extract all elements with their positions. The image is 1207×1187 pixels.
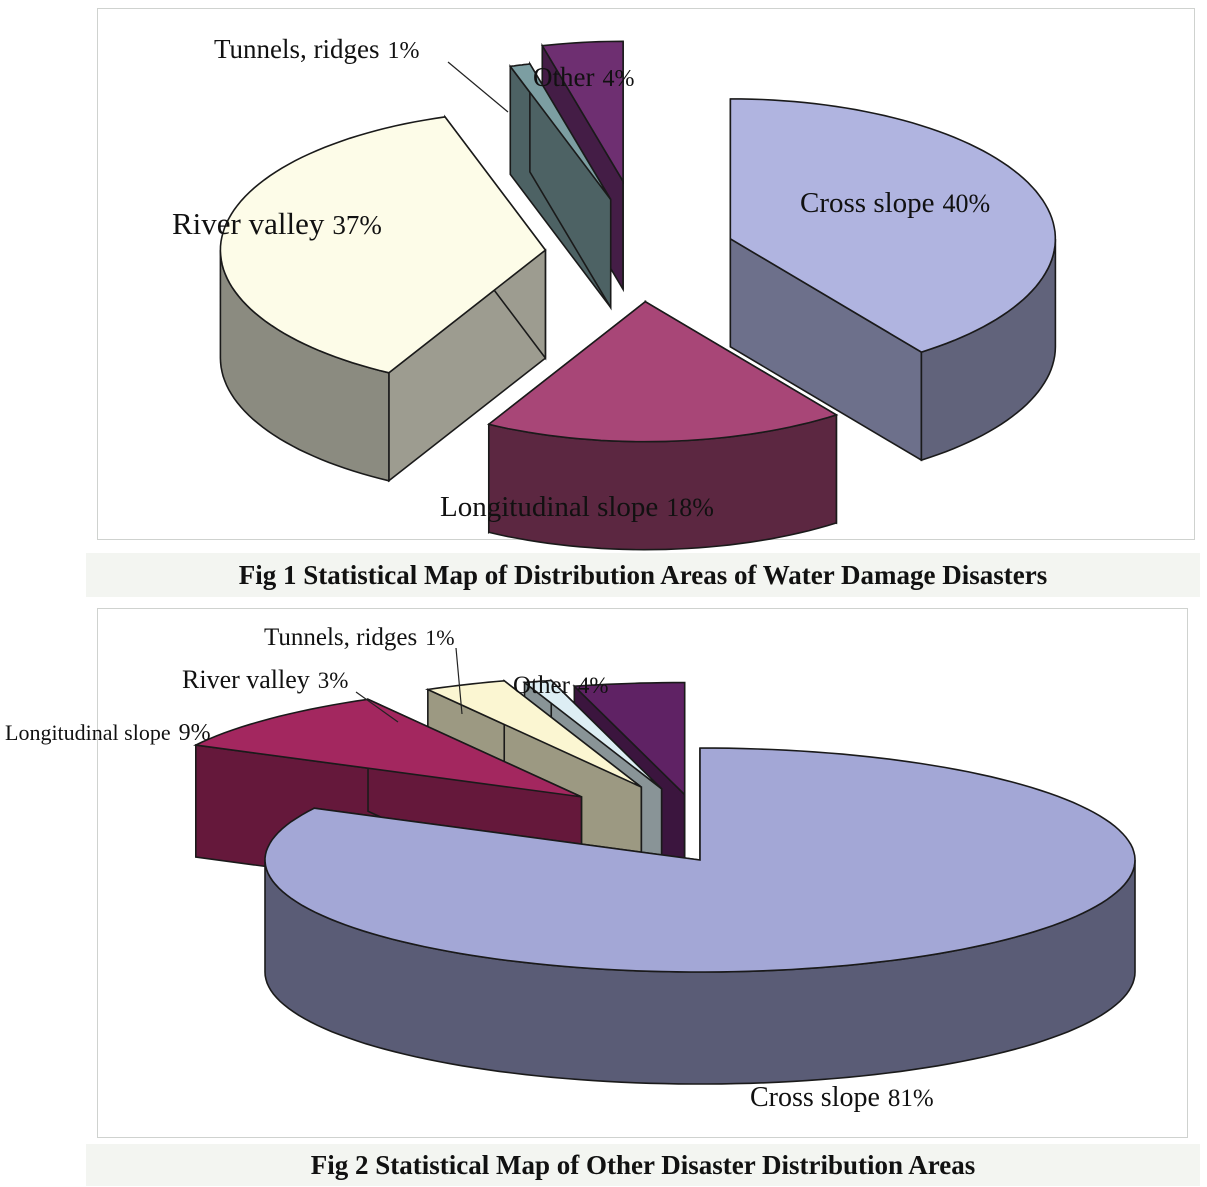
pie-slice-river-valley [219, 114, 547, 483]
slice-value-river-valley: 3% [318, 668, 349, 693]
pie-slice-top [540, 40, 624, 185]
pie-slice-top [572, 681, 686, 797]
slice-label-tunnels-ridges: Tunnels, ridges [264, 624, 417, 651]
slice-label-other: Other [513, 672, 571, 699]
slice-label-longitudinal-slope: Longitudinal slope [5, 720, 171, 745]
slice-value-tunnels-ridges: 1% [425, 625, 454, 650]
pie-slice-top [486, 300, 839, 443]
slice-label-tunnels-ridges: Tunnels, ridges [214, 34, 380, 64]
slice-value-other: 4% [602, 66, 634, 92]
pie-slice-top [219, 116, 547, 374]
leader-line-tunnels-ridges [447, 61, 509, 113]
pie-slice-top [425, 679, 642, 788]
pie-chart-1: Cross slope 40% Longitudinal slope 18% River… [172, 34, 1057, 551]
pie-slice-top [508, 63, 612, 201]
pie-chart-2: Cross slope 81% Longitudinal slope 9% River … [5, 624, 1136, 1113]
pie-slice-cross-slope [264, 747, 1136, 1085]
pie-slice-longitudinal-slope [486, 300, 839, 551]
figure-caption-2: Fig 2 Statistical Map of Other Disaster … [86, 1144, 1200, 1186]
figure-caption-1: Fig 1 Statistical Map of Distribution Ar… [86, 553, 1200, 597]
slice-value-cross-slope: 81% [888, 1085, 934, 1112]
slice-value-tunnels-ridges: 1% [388, 38, 420, 64]
slice-label-other: Other [533, 62, 594, 92]
slice-value-other: 4% [578, 673, 609, 698]
slice-label-cross-slope: Cross slope [800, 187, 935, 219]
slice-label-longitudinal-slope: Longitudinal slope [440, 491, 658, 523]
slice-value-river-valley: 37% [332, 210, 382, 240]
pie-slice-top [193, 698, 582, 798]
slice-label-river-valley: River valley [172, 206, 325, 241]
leader-line-tunnels-ridges [455, 647, 463, 715]
pie-slice-tunnels-ridges [508, 61, 612, 311]
slice-label-cross-slope: Cross slope [750, 1082, 880, 1113]
pie-slice-top [264, 747, 1136, 973]
pie-slice-top [729, 98, 1057, 353]
slice-label-river-valley: River valley [182, 665, 310, 694]
slice-value-cross-slope: 40% [943, 189, 991, 218]
slice-value-longitudinal-slope: 18% [666, 493, 714, 522]
leader-line-river-valley [355, 691, 399, 723]
pie-slice-top [522, 679, 663, 790]
slice-value-longitudinal-slope: 9% [179, 720, 211, 746]
pie-slice-cross-slope [729, 98, 1057, 462]
